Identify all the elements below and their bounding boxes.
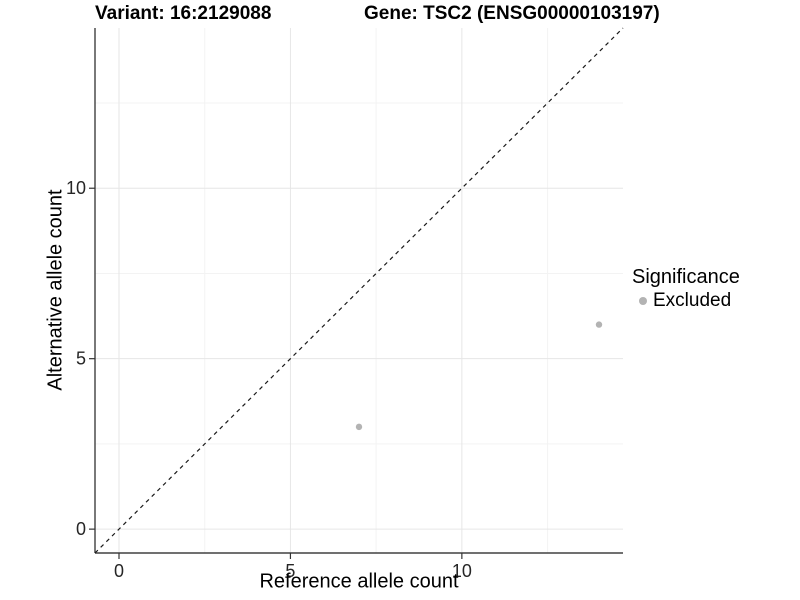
x-tick-label: 5 bbox=[285, 561, 295, 581]
y-tick-label: 10 bbox=[66, 178, 86, 198]
legend-item-excluded: Excluded bbox=[632, 290, 740, 312]
legend-item-label: Excluded bbox=[653, 290, 732, 311]
data-point bbox=[595, 321, 603, 328]
plot-title-gene: Gene: TSC2 (ENSG00000103197) bbox=[364, 3, 660, 24]
identity-dashed-line bbox=[94, 27, 624, 554]
data-point bbox=[355, 423, 363, 431]
x-tick-label: 0 bbox=[114, 561, 124, 581]
x-axis-title: Reference allele count bbox=[259, 570, 459, 593]
legend: Significance Excluded bbox=[632, 265, 740, 312]
legend-title: Significance bbox=[632, 266, 740, 288]
y-tick-label: 0 bbox=[76, 519, 86, 539]
y-tick-label: 5 bbox=[76, 349, 86, 369]
legend-point-icon bbox=[639, 297, 647, 305]
plot-title-variant: Variant: 16:2129088 bbox=[95, 3, 272, 24]
x-tick-label: 10 bbox=[452, 561, 472, 581]
y-axis-title: Alternative allele count bbox=[44, 189, 67, 391]
